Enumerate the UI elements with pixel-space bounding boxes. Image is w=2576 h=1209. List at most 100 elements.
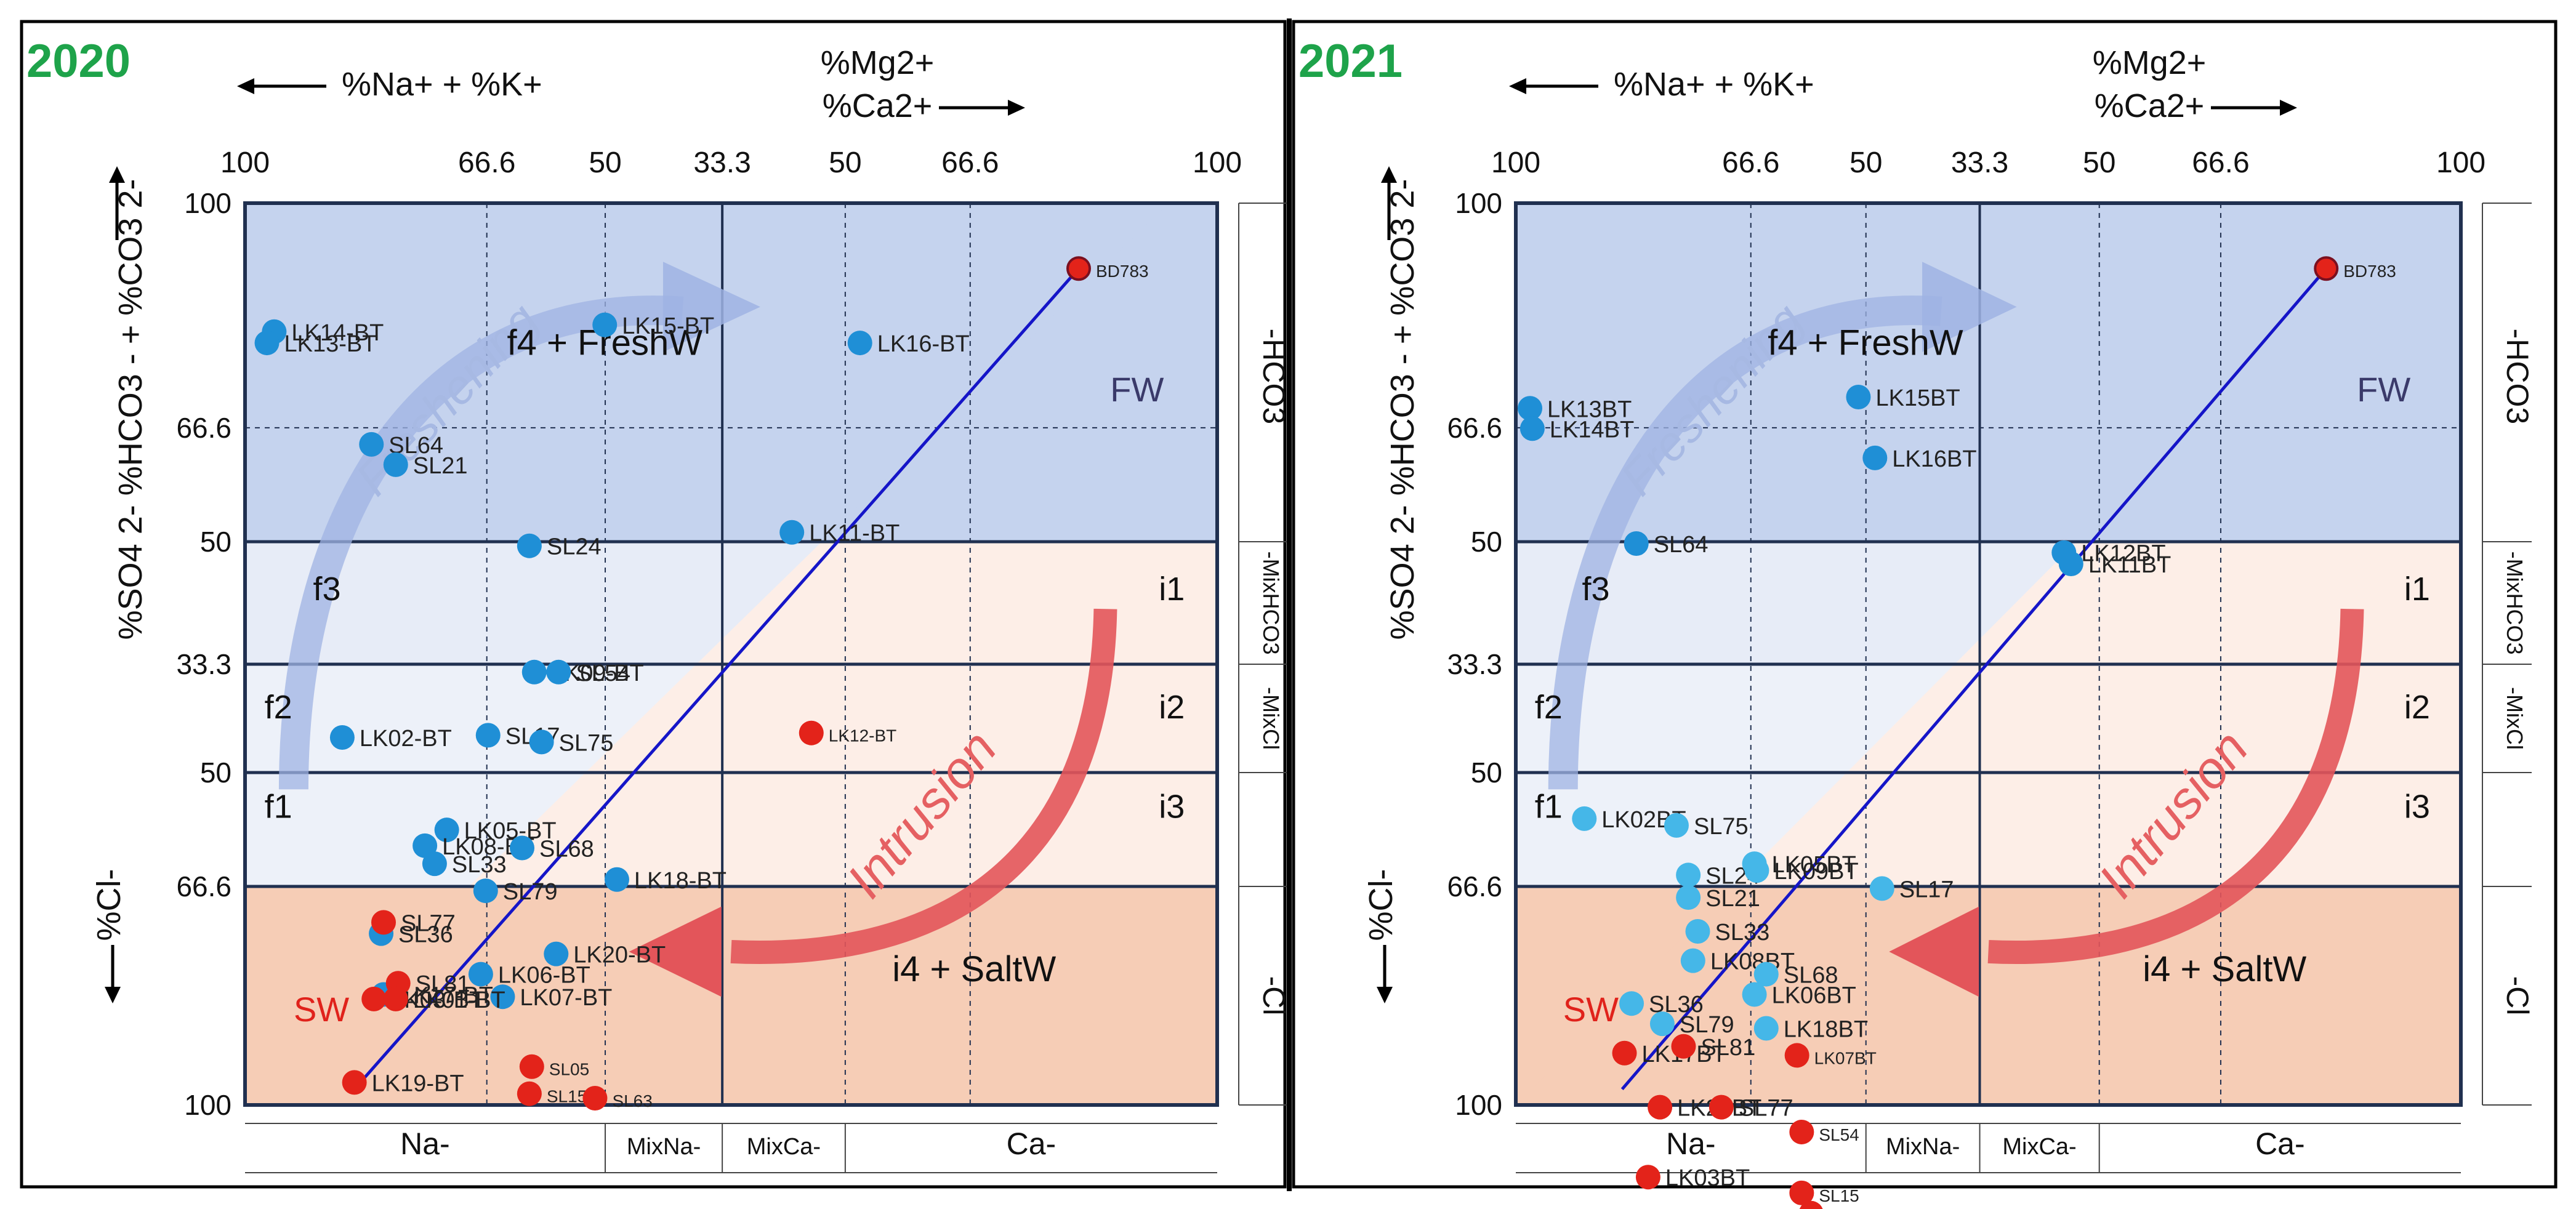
data-point: LK16BT [1862, 445, 1977, 472]
data-point: LK05-BT [434, 817, 557, 844]
data-point: SL64 [1624, 531, 1708, 558]
point-marker [519, 1054, 544, 1079]
point-marker [1744, 858, 1769, 883]
point-marker [1519, 416, 1545, 441]
point-label: LK02-BT [360, 726, 452, 752]
panel-frame [1292, 20, 2558, 1189]
right-axis-label: -HCO3 [1257, 329, 1291, 425]
data-point: SL81 [1671, 1034, 1755, 1061]
panel-title: 2021 [1298, 35, 1403, 87]
point-label: SL15 [1819, 1186, 1859, 1205]
zone-label: FW [1110, 370, 1164, 409]
x-tick-label: 100 [220, 147, 270, 179]
point-label: SL54 [576, 661, 630, 686]
data-point: LK07-BT [490, 984, 612, 1011]
panel-title: 2020 [26, 35, 131, 87]
data-point: SL15 [1789, 1180, 1859, 1205]
point-label: LK05-BT [464, 818, 557, 844]
point-label: LK12BT [2081, 541, 2165, 567]
point-marker [1742, 982, 1767, 1007]
point-marker [1066, 256, 1091, 281]
point-label: SL33 [1715, 920, 1769, 946]
intrusion-arrow [730, 608, 1117, 964]
data-point: LK14-BT [262, 319, 384, 346]
point-marker [1862, 445, 1888, 470]
point-marker [1664, 813, 1689, 838]
point-marker [475, 723, 501, 748]
point-label: BD783 [1096, 262, 1149, 281]
data-point: SL36 [1619, 991, 1704, 1018]
data-point: SL75 [529, 729, 613, 756]
point-marker [847, 331, 872, 356]
plot-border [243, 201, 1219, 1107]
point-marker [1649, 1011, 1675, 1037]
top-left-axis-label: %Na+ + %K+ [1614, 66, 1814, 103]
data-point: SL33 [1685, 918, 1769, 946]
data-point: BD783 [1066, 256, 1149, 281]
data-point: SL54 [1789, 1119, 1859, 1144]
data-point: LK12-BT [799, 720, 896, 745]
point-label: SL81 [416, 971, 470, 997]
point-label: LK15-BT [622, 313, 714, 339]
data-point: SL75 [1664, 813, 1749, 840]
zone-label: i2 [2404, 689, 2430, 726]
data-point: LK13BT [1518, 396, 1632, 422]
top-right-axis-label-2: %Ca2+ [823, 87, 933, 124]
point-marker [1680, 948, 1705, 973]
data-point: SL81 [385, 971, 470, 997]
point-marker [254, 331, 280, 356]
point-marker [510, 835, 535, 861]
point-label: SL79 [1680, 1012, 1734, 1038]
point-marker [1572, 806, 1597, 831]
panel-frame [20, 20, 1287, 1189]
data-point: SL15 [517, 1081, 587, 1106]
point-label: SL54 [1819, 1125, 1859, 1144]
x-tick-label: 66.6 [941, 147, 999, 179]
freshening-arrow [278, 295, 684, 790]
right-axis-label: -Cl [2500, 976, 2535, 1016]
point-label: LK13-BT [284, 331, 377, 357]
zone-fill [245, 886, 469, 1105]
intrusion-arrow [1987, 608, 2364, 964]
chart-panels: 100 66.6 50 33.3 50 66.6 100 100 66.6 50 33.3 50 66.… [20, 18, 2558, 1209]
point-label: LK06BT [1772, 983, 1856, 1009]
point-marker [1846, 384, 1871, 409]
x-tick-label: 50 [589, 147, 621, 179]
data-point: SL17 [1869, 876, 1954, 902]
zone-label: f4 + FreshW [1768, 323, 1963, 363]
point-label: SL15 [547, 1087, 587, 1106]
point-label: BD783 [2343, 262, 2396, 281]
x-tick-label: 66.6 [2192, 147, 2249, 179]
zone-fill [1516, 664, 1955, 773]
point-marker [592, 312, 618, 337]
y-tick-label: 100 [184, 187, 231, 219]
zone-label: f1 [265, 789, 292, 825]
point-label: SL75 [1694, 814, 1749, 840]
point-label: LK03BT [1665, 1165, 1750, 1191]
bottom-axis-label: MixCa- [747, 1134, 821, 1160]
data-point: SL21 [1676, 885, 1760, 912]
point-label: LK07-BT [520, 985, 612, 1011]
y-lower-axis-label: %Cl- [1362, 869, 1399, 941]
data-point: SL24 [517, 533, 602, 560]
plot-border [1514, 201, 2463, 1107]
up-arrow-head [109, 166, 125, 183]
y-tick-label: 100 [1455, 1089, 1502, 1121]
point-marker [359, 432, 384, 457]
point-marker [361, 986, 387, 1011]
data-point: LK11BT [2058, 552, 2171, 578]
point-marker [1648, 1095, 1673, 1120]
point-marker [1635, 1165, 1660, 1190]
right-axis-label: -Cl [1257, 976, 1291, 1016]
y-lower-axis-label: %Cl- [91, 869, 127, 941]
zone-label: f2 [1535, 689, 1563, 726]
point-label: LK07BT [1814, 1048, 1877, 1067]
point-marker [2314, 256, 2339, 281]
right-axis-label: -MixCl [1258, 687, 1284, 750]
y-tick-label: 66.6 [1447, 412, 1502, 444]
right-axis-label: -MixHCO3 [1258, 552, 1284, 655]
data-point: SL63 [582, 1086, 653, 1111]
zone-label: i4 + SaltW [2143, 949, 2306, 989]
top-right-axis-label-2: %Ca2+ [2095, 87, 2205, 124]
mixing-line [1620, 267, 2328, 1090]
